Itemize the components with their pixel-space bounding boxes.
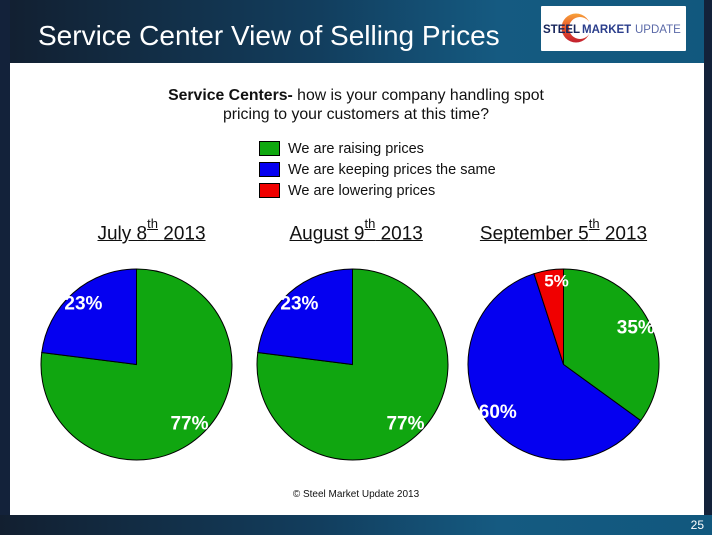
svg-text:23%: 23% [64, 293, 102, 314]
svg-text:77%: 77% [386, 414, 424, 435]
svg-text:60%: 60% [479, 402, 517, 423]
svg-text:77%: 77% [170, 414, 208, 435]
svg-text:35%: 35% [617, 318, 655, 339]
svg-text:5%: 5% [544, 272, 569, 291]
svg-text:23%: 23% [280, 293, 318, 314]
